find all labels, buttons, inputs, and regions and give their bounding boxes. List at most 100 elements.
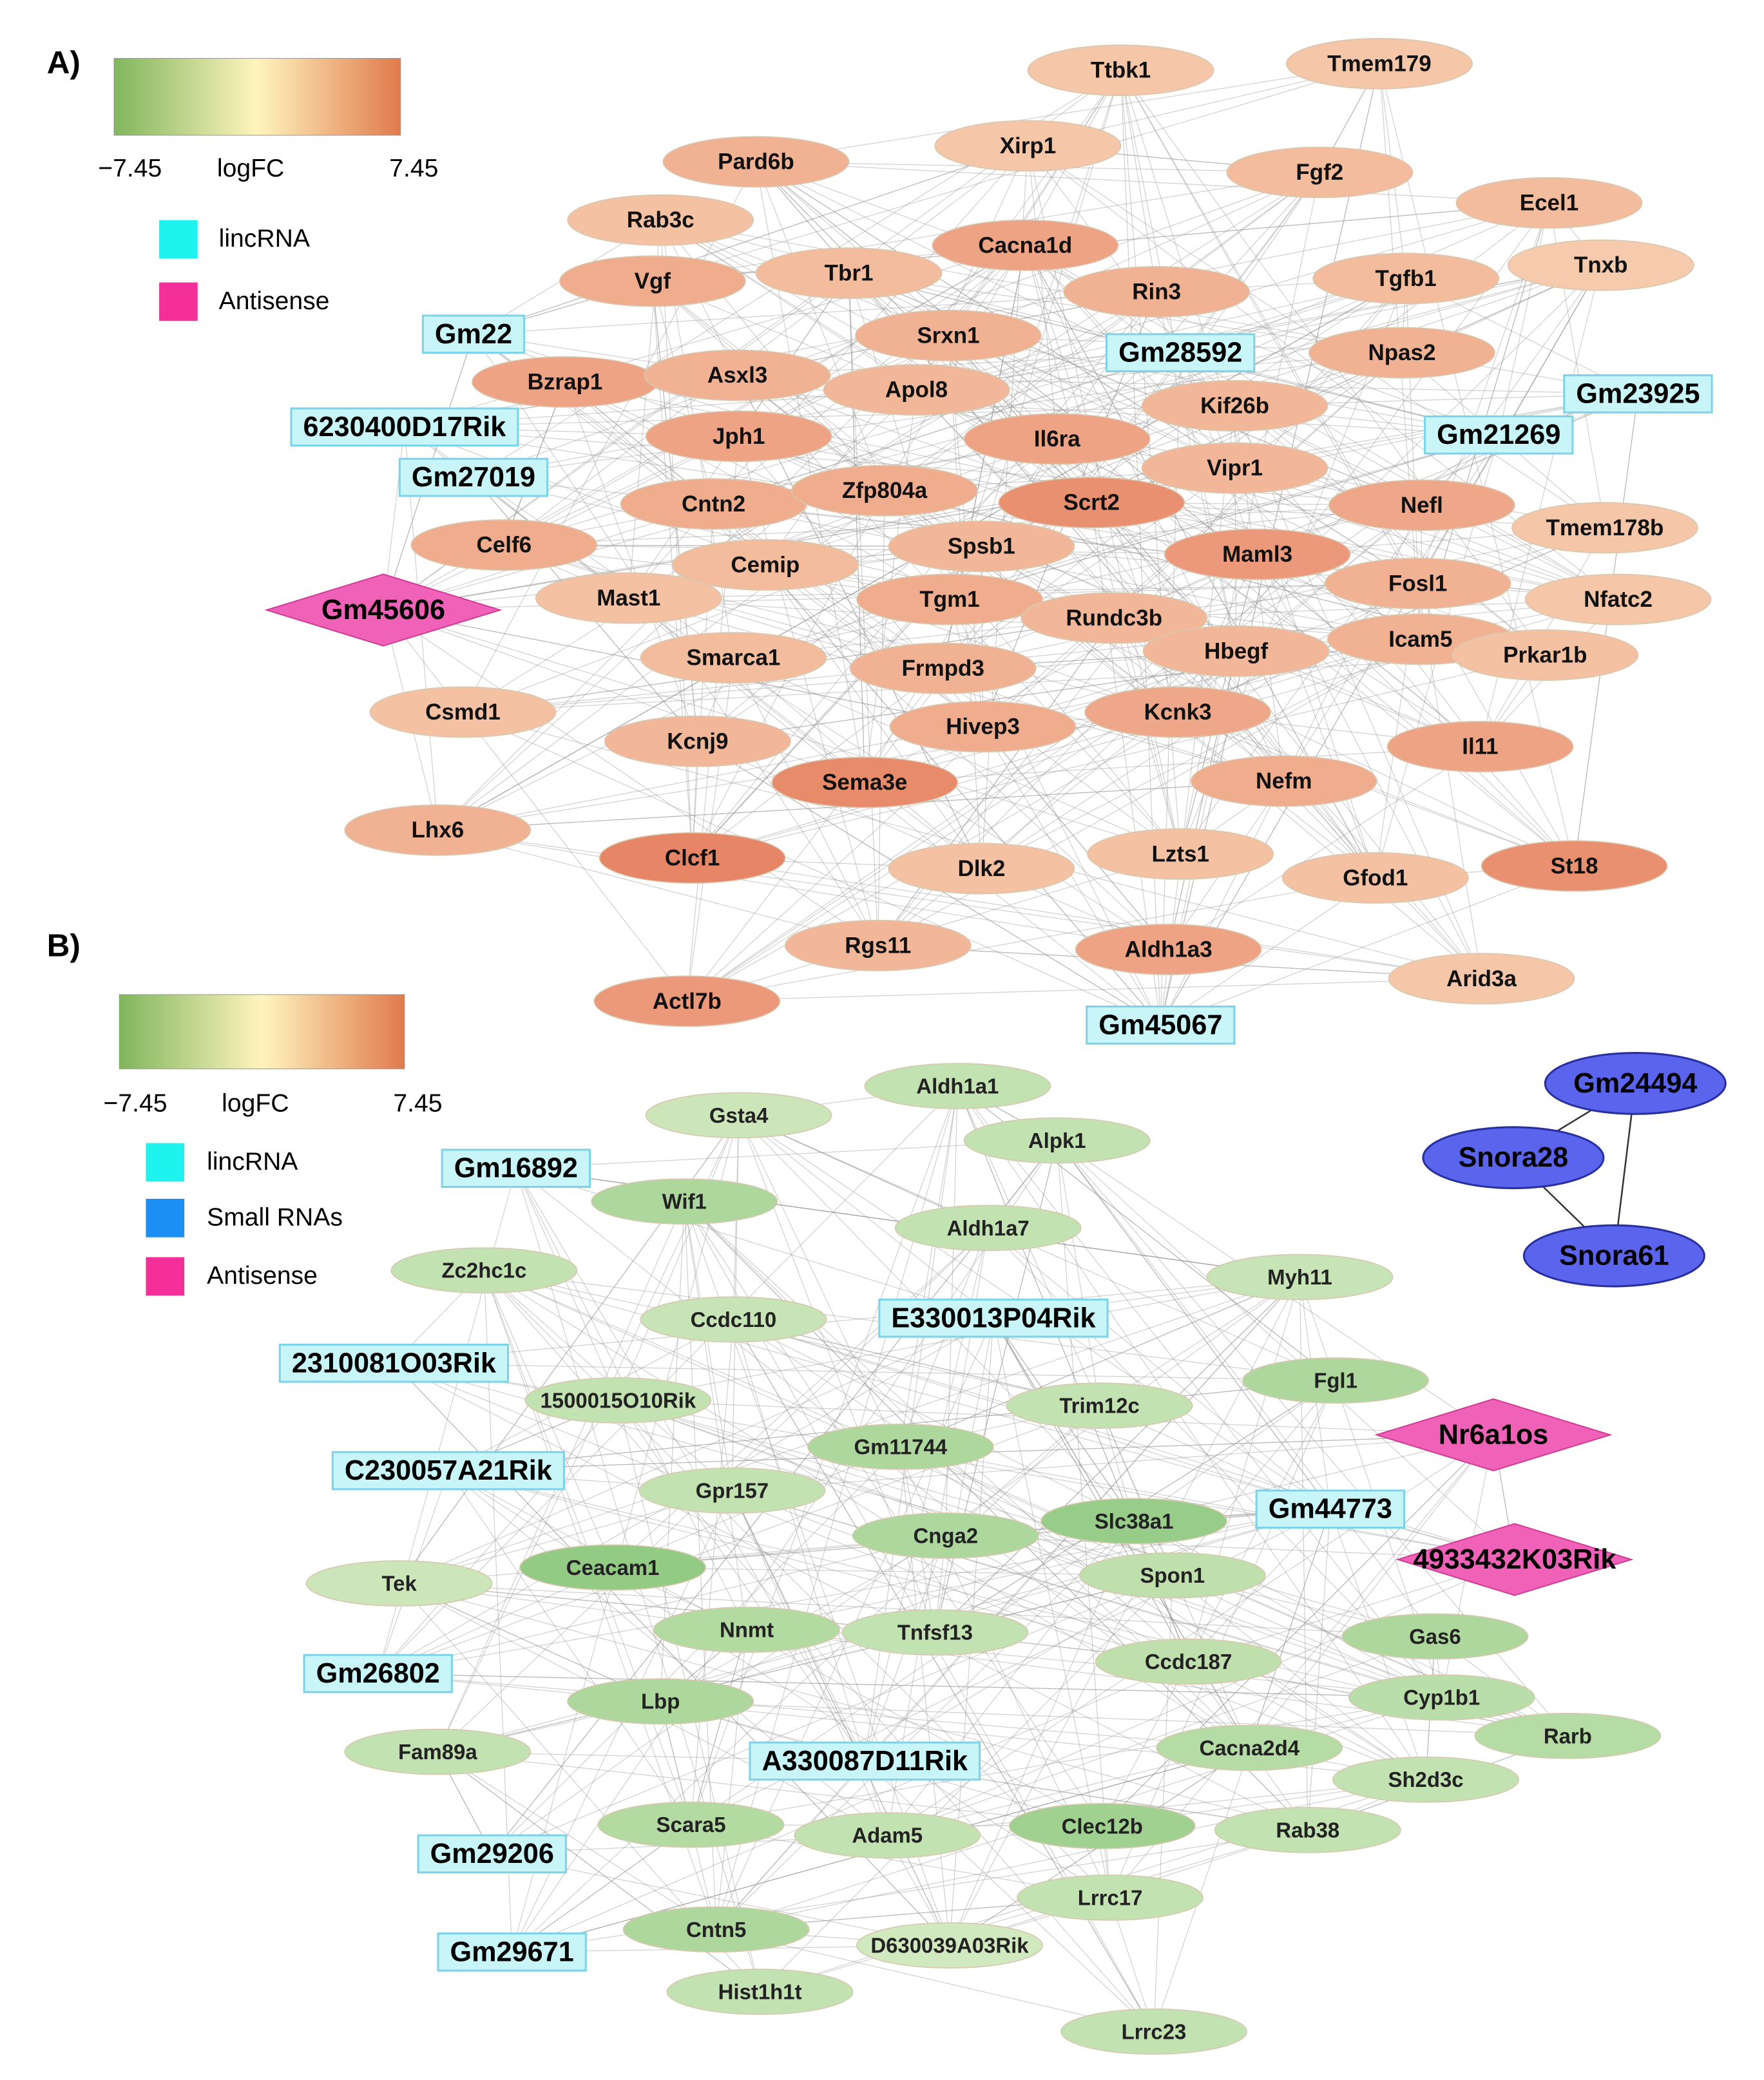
legend-min: −7.45 <box>98 155 162 182</box>
edge <box>1234 278 1406 469</box>
edge <box>394 1362 1173 1576</box>
edge <box>713 278 1406 504</box>
edge <box>1027 146 1058 439</box>
edge <box>394 1276 1300 1364</box>
node-label: Rgs11 <box>845 933 911 958</box>
node-label: Vgf <box>635 269 671 294</box>
edge <box>713 265 1601 504</box>
gene-node <box>1006 1382 1193 1429</box>
gene-node <box>794 1812 981 1858</box>
legend-title: logFC <box>222 1089 289 1117</box>
node-label: Rarb <box>1544 1724 1592 1748</box>
edge <box>1498 202 1550 435</box>
node-label: Lhx6 <box>412 817 465 843</box>
lincrna-node <box>421 314 526 354</box>
node-label: Gas6 <box>1409 1625 1461 1648</box>
node-label: Dlk2 <box>957 856 1005 881</box>
node-label: Rin3 <box>1132 279 1181 304</box>
edge <box>473 291 1157 335</box>
edge <box>512 1140 1058 1952</box>
gene-node <box>622 1906 810 1953</box>
lincrna-node <box>1255 1489 1406 1529</box>
gene-node <box>1286 37 1473 90</box>
edge <box>716 1630 747 1930</box>
edge <box>690 1629 747 1825</box>
antisense-node <box>1395 1523 1634 1596</box>
gene-node <box>849 642 1037 694</box>
gene-node <box>852 1512 1039 1559</box>
gene-node <box>1084 686 1272 738</box>
node-label: Maml3 <box>1222 542 1292 567</box>
gene-node <box>1281 852 1469 904</box>
node-label: Apol8 <box>885 377 948 403</box>
edge <box>618 1400 1173 1576</box>
gene-node <box>1341 1613 1529 1660</box>
lincrna-node <box>878 1298 1109 1338</box>
node-label: Gm16892 <box>454 1153 578 1184</box>
gene-node <box>535 572 722 624</box>
node-label: Rab3c <box>627 207 695 233</box>
gene-node <box>1312 253 1500 305</box>
edge <box>988 1227 1331 1510</box>
node-label: Mast1 <box>597 586 660 611</box>
node-label: Ceacam1 <box>566 1556 660 1579</box>
gene-node <box>1309 327 1495 379</box>
edge <box>934 1277 1300 1633</box>
node-label: Cnga2 <box>914 1523 979 1547</box>
edge <box>492 1446 901 1855</box>
edge <box>394 1362 1309 1831</box>
gene-node <box>807 1424 994 1470</box>
node-label: Tbr1 <box>825 261 874 286</box>
gene-node <box>864 1063 1051 1109</box>
node-label: Snora28 <box>1459 1142 1569 1173</box>
node-label: Gm45067 <box>1098 1009 1222 1040</box>
node-label: Fgf2 <box>1296 160 1343 185</box>
edge <box>394 1362 1426 1780</box>
node-label: Scara5 <box>657 1813 726 1837</box>
edge <box>473 477 1161 1026</box>
node-label: Rundc3b <box>1066 606 1162 631</box>
edge <box>756 161 1419 584</box>
edge <box>755 161 885 491</box>
edge <box>887 1559 1515 1836</box>
edge <box>746 1509 1330 1630</box>
edge <box>877 490 885 946</box>
edge <box>660 1701 1568 1737</box>
edge <box>618 1400 1435 1637</box>
node-label: Bzrap1 <box>528 369 603 394</box>
edge <box>399 1583 1308 1831</box>
edge <box>504 544 1258 555</box>
node-label: Xirp1 <box>1000 133 1057 158</box>
node-label: Cntn2 <box>682 491 745 517</box>
edge <box>1099 1405 1173 1576</box>
node-label: Vipr1 <box>1207 455 1263 481</box>
lincrna-node <box>331 1451 565 1491</box>
edge <box>949 1521 1135 1946</box>
gene-node <box>1008 1802 1196 1849</box>
panel-label: B) <box>47 928 81 963</box>
gene-node <box>894 1205 1082 1252</box>
edge <box>1091 502 1181 854</box>
gene-node <box>638 1467 826 1514</box>
panel-label: A) <box>47 44 81 80</box>
node-label: Sema3e <box>822 770 907 795</box>
node-label: Adam5 <box>852 1824 923 1847</box>
node-label: Prkar1b <box>1503 642 1587 667</box>
edge <box>731 1490 950 1946</box>
edge <box>1257 393 1638 555</box>
gene-node <box>1040 1498 1228 1545</box>
edge <box>900 1446 1515 1560</box>
edge <box>448 1470 692 1826</box>
edge <box>687 504 1423 1002</box>
edge <box>900 1276 1300 1447</box>
gene-node <box>1075 924 1262 975</box>
edge <box>957 1085 1443 1698</box>
gene-node <box>1095 1638 1282 1685</box>
edge <box>1257 554 1575 866</box>
edge <box>483 1270 613 1568</box>
edge <box>437 1751 1102 1827</box>
gene-node <box>1452 629 1639 681</box>
legend-item: lincRNA <box>207 1148 298 1176</box>
